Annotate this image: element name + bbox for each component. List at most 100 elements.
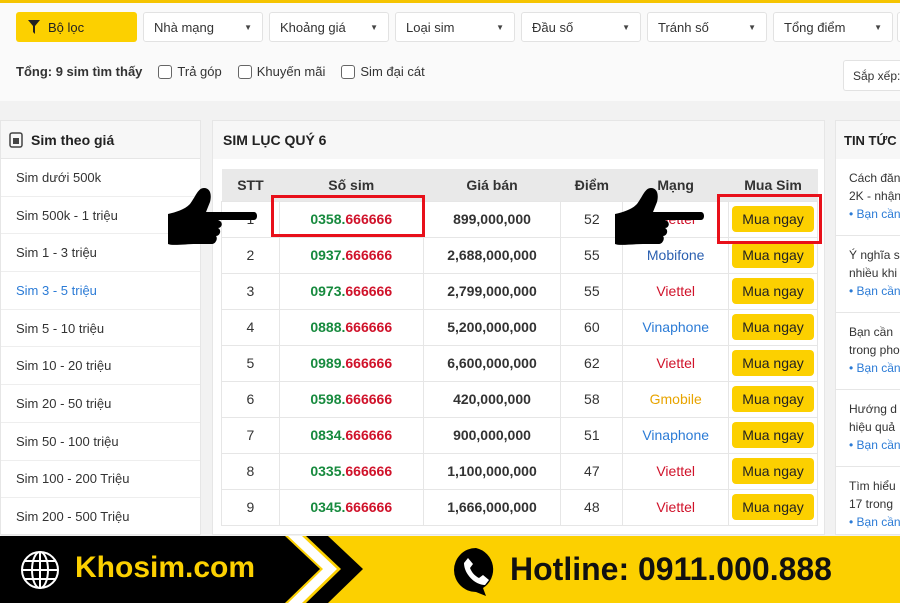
price: 420,000,000 — [422, 380, 562, 418]
number-suffix: 666666 — [345, 427, 393, 443]
news-item[interactable]: Tìm hiểu 17 trong • Bạn cần — [836, 467, 900, 544]
checkbox[interactable] — [158, 64, 173, 79]
panel-title: SIM LỤC QUÝ 6 — [213, 121, 824, 159]
sim-number[interactable]: 0345.666666 — [278, 488, 424, 526]
price: 1,100,000,000 — [422, 452, 562, 490]
dropdown-label: Loại sim — [406, 19, 455, 35]
buy-now-button[interactable]: Mua ngay — [732, 422, 814, 448]
news-item[interactable]: Ý nghĩa s nhiều khi • Bạn cần — [836, 236, 900, 313]
news-item[interactable]: Hướng d hiệu quả • Bạn cần — [836, 390, 900, 467]
sim-number[interactable]: 0989.666666 — [278, 344, 424, 382]
row-index: 6 — [221, 380, 280, 418]
buy-now-button[interactable]: Mua ngay — [732, 314, 814, 340]
sidebar-item[interactable]: Sim 20 - 50 triệu — [1, 385, 200, 423]
sidebar-item[interactable]: Sim 100 - 200 Triệu — [1, 461, 200, 499]
sidebar-item[interactable]: Sim 10 - 20 triệu — [1, 347, 200, 386]
checkbox-installment[interactable]: Trả góp — [158, 64, 222, 79]
number-prefix: 0358. — [310, 211, 346, 227]
checkbox-label: Trả góp — [177, 64, 222, 79]
dropdown-0[interactable]: Nhà mạng ▼ — [143, 12, 263, 42]
dropdown-3[interactable]: Đầu số ▼ — [521, 12, 641, 42]
score: 52 — [560, 200, 624, 238]
number-suffix: 666666 — [345, 355, 393, 371]
price: 1,666,000,000 — [422, 488, 562, 526]
news-item[interactable]: Bạn cần trong pho • Bạn cần — [836, 313, 900, 390]
network: Viettel — [622, 488, 730, 526]
dropdown-1[interactable]: Khoảng giá ▼ — [269, 12, 389, 42]
network: Gmobile — [622, 380, 730, 418]
caret-down-icon: ▼ — [748, 22, 756, 32]
sim-number[interactable]: 0973.666666 — [278, 272, 424, 310]
chevron-decoration — [0, 536, 363, 603]
buy-now-button[interactable]: Mua ngay — [732, 494, 814, 520]
sidebar-item[interactable]: Sim 500k - 1 triệu — [1, 197, 200, 235]
news-link[interactable]: • Bạn cần — [849, 513, 900, 531]
price: 2,799,000,000 — [422, 272, 562, 310]
highlight-box-number — [271, 195, 425, 237]
sim-number[interactable]: 0598.666666 — [278, 380, 424, 418]
sim-number[interactable]: 0888.666666 — [278, 308, 424, 346]
buy-cell: Mua ngay — [728, 488, 818, 526]
buy-cell: Mua ngay — [728, 200, 818, 238]
buy-now-button[interactable]: Mua ngay — [732, 242, 814, 268]
sim-number[interactable]: 0937.666666 — [278, 236, 424, 274]
score: 62 — [560, 344, 624, 382]
sidebar-item[interactable]: Sim 5 - 10 triệu — [1, 310, 200, 348]
dropdown-more[interactable] — [897, 12, 900, 42]
checkbox[interactable] — [341, 64, 356, 79]
sidebar-item[interactable]: Sim 50 - 100 triệu — [1, 423, 200, 461]
column-header: Mạng — [622, 169, 729, 201]
sim-number[interactable]: 0335.666666 — [278, 452, 424, 490]
buy-cell: Mua ngay — [728, 380, 818, 418]
news-link[interactable]: • Bạn cần — [849, 205, 900, 223]
buy-now-button[interactable]: Mua ngay — [732, 206, 814, 232]
sidebar-item[interactable]: Sim 3 - 5 triệu — [1, 272, 200, 310]
bullet-icon: • — [849, 361, 857, 375]
checkbox[interactable] — [237, 64, 252, 79]
column-header: Giá bán — [423, 169, 561, 201]
checkbox-lucky-sim[interactable]: Sim đại cát — [341, 64, 425, 79]
table-row: 2 0937.666666 2,688,000,000 55 Mobifone Mua n… — [221, 236, 818, 274]
buy-now-button[interactable]: Mua ngay — [732, 386, 814, 412]
score: 55 — [560, 272, 624, 310]
caret-down-icon: ▼ — [496, 22, 504, 32]
buy-now-button[interactable]: Mua ngay — [732, 458, 814, 484]
sort-dropdown[interactable]: Sắp xếp: — [843, 60, 900, 91]
result-count: Tổng: 9 sim tìm thấy — [16, 64, 143, 79]
checkbox-promotion[interactable]: Khuyến mãi — [237, 64, 325, 79]
link-text: Bạn cần — [856, 438, 900, 452]
sim-number[interactable]: 0834.666666 — [278, 416, 424, 454]
dropdown-4[interactable]: Tránh số ▼ — [647, 12, 767, 42]
news-link[interactable]: • Bạn cần — [849, 282, 900, 300]
bullet-icon: • — [849, 284, 857, 298]
news-title-line: 2K - nhận — [849, 189, 900, 203]
news-item[interactable]: Cách đăn 2K - nhận • Bạn cần — [836, 159, 900, 236]
table-row: 9 0345.666666 1,666,000,000 48 Viettel Mua ng… — [221, 488, 818, 526]
table-row: 6 0598.666666 420,000,000 58 Gmobile Mua ngay — [221, 380, 818, 418]
buy-cell: Mua ngay — [728, 344, 818, 382]
network: Viettel — [622, 272, 730, 310]
top-accent-line — [0, 0, 900, 3]
sidebar-item[interactable]: Sim 200 - 500 Triệu — [1, 498, 200, 536]
caret-down-icon: ▼ — [370, 22, 378, 32]
caret-down-icon: ▼ — [622, 22, 630, 32]
buy-now-button[interactable]: Mua ngay — [732, 350, 814, 376]
buy-cell: Mua ngay — [728, 416, 818, 454]
number-prefix: 0335. — [310, 463, 346, 479]
news-link[interactable]: • Bạn cần — [849, 359, 900, 377]
pointing-hand-icon — [168, 188, 257, 245]
buy-now-button[interactable]: Mua ngay — [732, 278, 814, 304]
price: 900,000,000 — [422, 416, 562, 454]
link-text: Bạn cần — [856, 515, 900, 529]
filter-button[interactable]: Bộ lọc — [16, 12, 137, 42]
dropdown-2[interactable]: Loại sim ▼ — [395, 12, 515, 42]
table-row: 4 0888.666666 5,200,000,000 60 Vinaphone Mua … — [221, 308, 818, 346]
sidebar-price-categories: Sim theo giá Sim dưới 500k Sim 500k - 1 t… — [0, 120, 201, 536]
sidebar-item[interactable]: Sim 1 - 3 triệu — [1, 234, 200, 273]
sidebar-item[interactable]: Sim dưới 500k — [1, 159, 200, 197]
news-title-line: Tìm hiểu — [849, 479, 896, 493]
dropdown-5[interactable]: Tổng điểm ▼ — [773, 12, 893, 42]
sim-number[interactable]: 0358.666666 — [278, 200, 424, 238]
news-link[interactable]: • Bạn cần — [849, 436, 900, 454]
link-text: Bạn cần — [856, 361, 900, 375]
